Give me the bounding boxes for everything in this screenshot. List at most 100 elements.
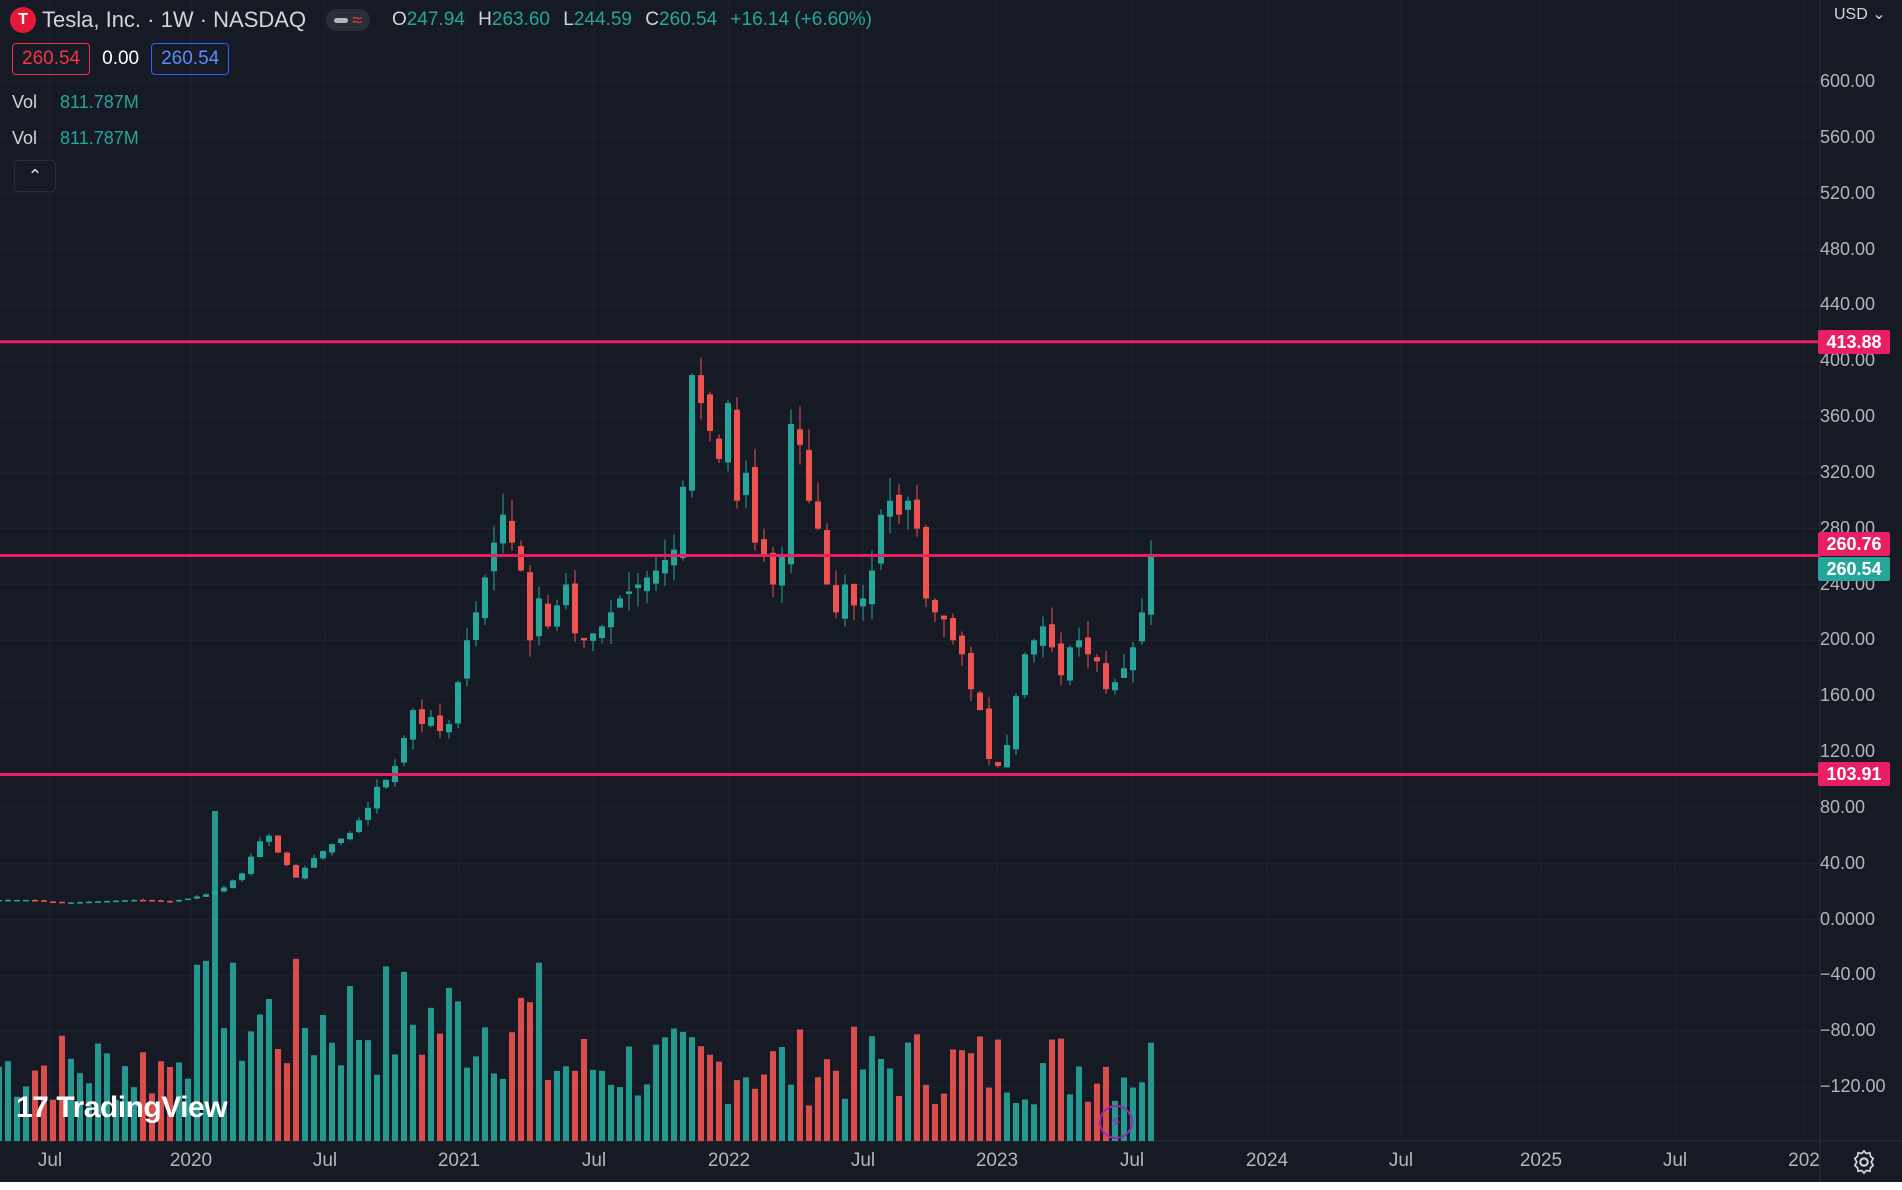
horizontal-line-price-tag[interactable]: 103.91 (1818, 762, 1890, 787)
time-tick-label: Jul (581, 1150, 607, 1171)
candle-body (905, 500, 911, 510)
volume-bar (590, 1069, 596, 1141)
currency-selector[interactable]: USD ⌄ (1834, 4, 1886, 24)
candle-body (176, 899, 182, 902)
volume-bar (1139, 1082, 1145, 1141)
volume-bar (869, 1036, 875, 1141)
volume-bar (320, 1014, 326, 1141)
volume-bar (365, 1040, 371, 1141)
candle-body (167, 901, 173, 903)
volume-bar (266, 999, 272, 1141)
volume-bar (32, 1070, 38, 1141)
candle-body (635, 584, 641, 589)
compare-icon[interactable]: ≈ (352, 10, 362, 30)
volume-bar (1103, 1066, 1109, 1141)
volume-bar (347, 986, 353, 1141)
volume-bar (896, 1095, 902, 1141)
price-tick-label: 0.0000 (1820, 908, 1876, 929)
candle-body (689, 375, 695, 491)
volume-bar (95, 1043, 101, 1141)
volume-bar (833, 1070, 839, 1141)
collapse-legend-button[interactable]: ⌃ (14, 160, 56, 192)
candle-body (203, 894, 209, 897)
horizontal-line-price-tag[interactable]: 413.88 (1818, 329, 1890, 354)
volume-bar (779, 1047, 785, 1141)
price-tick-label: 560.00 (1820, 126, 1876, 147)
symbol-title[interactable]: Tesla, Inc. · 1W · NASDAQ (42, 7, 307, 32)
volume-bar (752, 1088, 758, 1141)
candle-body (437, 715, 443, 732)
time-tick-label: 2022 (707, 1150, 751, 1171)
volume-bar (419, 1054, 425, 1141)
candle-body (32, 899, 38, 902)
volume-bar (527, 1002, 533, 1141)
time-tick-label: 2020 (169, 1150, 213, 1171)
open-value: 247.94 (406, 9, 465, 30)
candle-body (140, 899, 146, 902)
candle-body (1130, 647, 1136, 671)
volume-bar (878, 1059, 884, 1141)
volume-bar (59, 1035, 65, 1141)
volume-bar (671, 1028, 677, 1141)
sell-button[interactable]: 260.54 (12, 43, 91, 75)
volume-bar (491, 1073, 497, 1141)
volume-bar (662, 1037, 668, 1141)
candle-body (104, 901, 110, 903)
time-tick-label: Jul (1388, 1150, 1414, 1171)
volume-legend-2[interactable]: Vol 811.787M (12, 128, 139, 149)
volume-bar (86, 1083, 92, 1141)
candle-body (860, 598, 866, 607)
candle-body (302, 867, 308, 879)
volume-bar (806, 1105, 812, 1141)
volume-bar (131, 1087, 137, 1141)
high-key: H (478, 9, 492, 30)
volume-legend-1[interactable]: Vol 811.787M (12, 92, 139, 113)
indicator-label: Vol (12, 128, 38, 148)
volume-bar (1076, 1066, 1082, 1141)
candle-body (122, 900, 128, 902)
gear-icon[interactable] (1850, 1148, 1878, 1176)
volume-bar (482, 1027, 488, 1141)
candle-body (671, 549, 677, 566)
last-price-tag: 260.54 (1818, 556, 1890, 581)
volume-bar (1067, 1094, 1073, 1141)
candle-body (995, 762, 1001, 766)
lightning-icon[interactable]: ⚡ (1099, 1105, 1133, 1139)
tradingview-mark-icon: 17 (16, 1091, 49, 1124)
horizontal-line-price-tag[interactable]: 260.76 (1818, 531, 1890, 556)
volume-bar (572, 1070, 578, 1141)
candle-body (545, 603, 551, 627)
candle-body (932, 599, 938, 613)
buy-button[interactable]: 260.54 (151, 43, 230, 75)
candle-body (509, 520, 515, 543)
candle-body (68, 902, 74, 904)
price-tick-label: 520.00 (1820, 182, 1876, 203)
candle-body (1013, 696, 1019, 750)
volume-bar (743, 1077, 749, 1141)
candle-body (95, 901, 101, 903)
close-value: 260.54 (659, 9, 718, 30)
visibility-toggle[interactable]: ≈ (326, 9, 370, 31)
candle-body (1049, 624, 1055, 648)
candle-body (554, 605, 560, 627)
candle-body (752, 466, 758, 543)
candle-body (770, 552, 776, 585)
ohlc-values: O247.94 H263.60 L244.59 C260.54 +16.14 (… (392, 9, 872, 31)
minus-icon[interactable] (334, 17, 349, 23)
volume-bar (1058, 1038, 1064, 1141)
volume-bar (1004, 1092, 1010, 1141)
volume-bar (635, 1095, 641, 1141)
candle-body (365, 807, 371, 820)
volume-bar (293, 958, 299, 1141)
price-tick-label: 200.00 (1820, 629, 1876, 650)
tradingview-logo[interactable]: 17 TradingView (16, 1091, 228, 1125)
volume-bar (1094, 1083, 1100, 1141)
candle-body (950, 618, 956, 641)
volume-bar (995, 1039, 1001, 1141)
candle-body (1031, 640, 1037, 655)
low-key: L (563, 9, 574, 30)
candle-body (590, 633, 596, 641)
candle-body (1112, 682, 1118, 691)
